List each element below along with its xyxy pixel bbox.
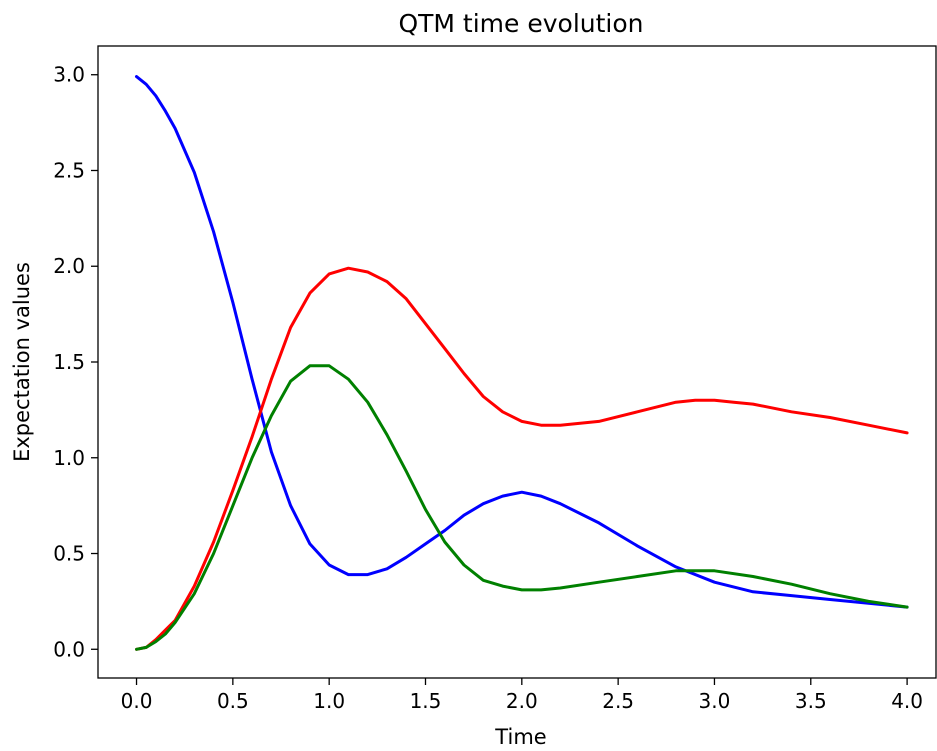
series-line-1 bbox=[135, 75, 909, 609]
chart-title: QTM time evolution bbox=[398, 9, 643, 38]
x-axis: 0.0 0.5 1.0 1.5 2.0 2.5 3.0 3.5 4.0 bbox=[121, 678, 923, 713]
x-tick-label: 0.5 bbox=[217, 689, 249, 713]
x-tick-label: 1.0 bbox=[313, 689, 345, 713]
y-tick-label: 0.5 bbox=[53, 542, 85, 566]
x-tick-label: 2.0 bbox=[506, 689, 538, 713]
y-axis: 0.0 0.5 1.0 1.5 2.0 2.5 3.0 bbox=[53, 63, 98, 661]
x-tick-label: 3.0 bbox=[699, 689, 731, 713]
y-tick-label: 1.5 bbox=[53, 350, 85, 374]
x-tick-label: 4.0 bbox=[891, 689, 923, 713]
y-tick-label: 2.5 bbox=[53, 158, 85, 182]
y-tick-label: 3.0 bbox=[53, 63, 85, 87]
y-tick-label: 1.0 bbox=[53, 446, 85, 470]
x-axis-label: Time bbox=[494, 725, 546, 749]
series-line-2 bbox=[135, 266, 909, 651]
y-tick-label: 0.0 bbox=[53, 637, 85, 661]
x-tick-label: 0.0 bbox=[121, 689, 153, 713]
x-tick-label: 3.5 bbox=[795, 689, 827, 713]
y-tick-label: 2.0 bbox=[53, 254, 85, 278]
series-layer bbox=[135, 75, 909, 651]
x-tick-label: 1.5 bbox=[410, 689, 442, 713]
y-axis-label: Expectation values bbox=[10, 262, 34, 462]
x-tick-label: 2.5 bbox=[602, 689, 634, 713]
series-line-3 bbox=[135, 364, 909, 651]
